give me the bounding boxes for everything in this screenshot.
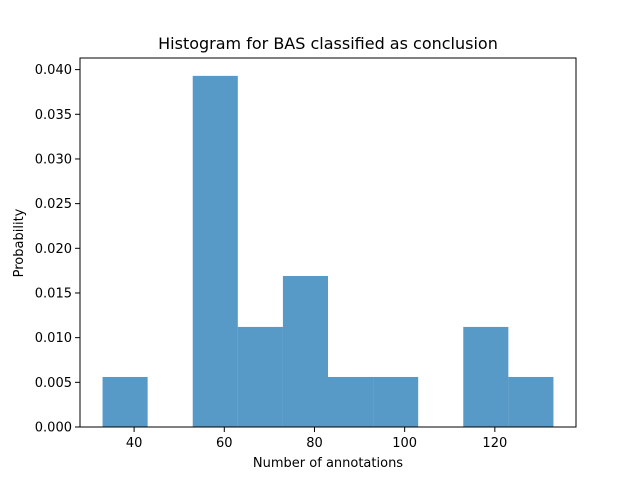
- x-tick-label: 120: [482, 436, 507, 451]
- histogram-bar: [192, 75, 238, 427]
- plot-frame: [79, 57, 577, 428]
- x-tick-label: 100: [392, 436, 417, 451]
- x-tick-label: 60: [216, 436, 233, 451]
- y-axis-label: Probability: [12, 208, 27, 277]
- x-tick-label: 80: [306, 436, 323, 451]
- bars-layer: [102, 75, 554, 427]
- histogram-bar: [328, 376, 374, 427]
- histogram-bar: [373, 376, 419, 427]
- y-tick-label: 0.010: [35, 331, 72, 346]
- chart-title: Histogram for BAS classified as conclusi…: [158, 34, 498, 53]
- histogram-bar: [508, 376, 554, 427]
- y-tick-label: 0.030: [35, 152, 72, 167]
- y-axis-ticks: 0.000 0.005 0.010 0.015 0.020 0.025 0.030 0.035…: [35, 63, 80, 436]
- y-tick-label: 0.000: [35, 421, 72, 436]
- histogram-bar: [282, 276, 328, 427]
- histogram-bar: [102, 376, 148, 427]
- y-tick-label: 0.040: [35, 63, 72, 78]
- histogram-bar: [237, 326, 283, 427]
- y-tick-label: 0.005: [35, 376, 72, 391]
- x-axis-label: Number of annotations: [253, 456, 403, 471]
- y-tick-label: 0.025: [35, 197, 72, 212]
- histogram-bar: [463, 326, 509, 427]
- y-tick-label: 0.015: [35, 286, 72, 301]
- x-axis-ticks: 40 60 80 100 120: [126, 427, 507, 451]
- y-tick-label: 0.035: [35, 108, 72, 123]
- y-tick-label: 0.020: [35, 242, 72, 257]
- x-tick-label: 40: [126, 436, 143, 451]
